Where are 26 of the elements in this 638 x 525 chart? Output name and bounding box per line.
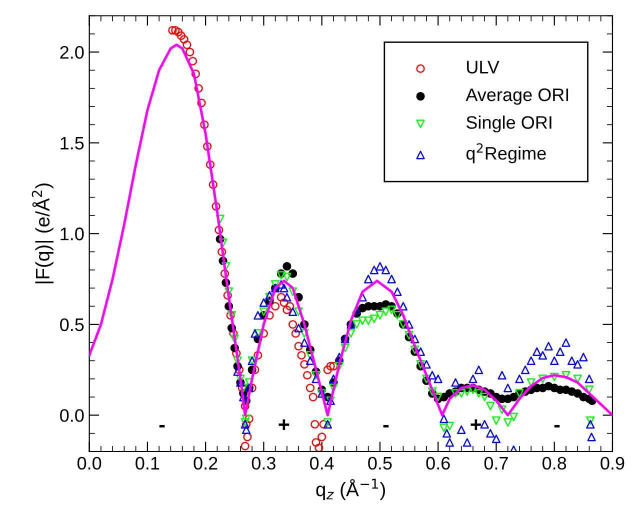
- annotation: +: [470, 419, 482, 430]
- x-tick-label: 0.3: [252, 456, 276, 470]
- legend-label: Average ORI: [466, 88, 568, 105]
- x-tick-label: 0.4: [310, 456, 334, 470]
- x-tick-label: 0.0: [77, 456, 102, 470]
- legend-label: q$^{2}$Regime: [466, 143, 546, 164]
- legend-label: ULV: [467, 60, 500, 74]
- legend-label: Single ORI: [466, 116, 552, 132]
- y-tick-label: 1.5: [60, 136, 84, 150]
- x-tick-label: 0.7: [484, 456, 508, 470]
- x-tick-label: 0.2: [194, 456, 218, 470]
- x-tick-label: 0.9: [600, 456, 624, 470]
- annotation: -: [383, 424, 389, 428]
- annotation: +: [278, 419, 290, 430]
- x-tick-label: 0.8: [542, 456, 566, 470]
- x-tick-label: 0.1: [136, 456, 160, 470]
- y-tick-label: 0.0: [60, 409, 84, 422]
- x-tick-label: 0.5: [368, 456, 392, 470]
- annotation: -: [159, 424, 165, 428]
- x-tick-label: 0.6: [426, 456, 450, 470]
- y-tick-label: 0.5: [60, 318, 84, 332]
- y-tick-label: 2.0: [60, 46, 84, 59]
- y-axis-title: |F(q)| (e/Å$^{2}$): [32, 184, 54, 284]
- annotation: -: [554, 424, 560, 428]
- x-axis-title: q$_{z}$ (Å$^{−1}$): [316, 478, 385, 500]
- y-tick-label: 1.0: [60, 228, 84, 240]
